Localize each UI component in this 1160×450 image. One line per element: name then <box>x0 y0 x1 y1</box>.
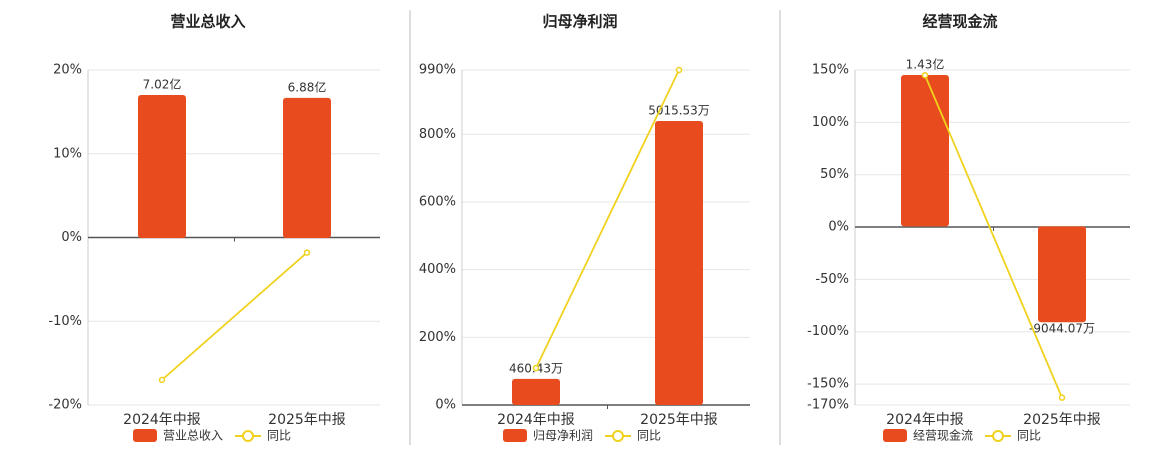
y-tick-label: 0% <box>61 230 82 245</box>
legend-marker <box>992 430 1004 442</box>
legend-label: 同比 <box>1017 429 1041 443</box>
legend-swatch <box>883 429 907 442</box>
value-label: 5015.53万 <box>648 103 710 117</box>
bar <box>901 74 949 227</box>
legend-swatch <box>503 429 527 442</box>
legend-label: 经营现金流 <box>913 428 973 443</box>
bar <box>138 95 186 239</box>
line-point <box>675 66 683 74</box>
y-tick-label: -150% <box>807 377 849 392</box>
line-point <box>1058 394 1066 401</box>
legend-marker <box>242 430 254 442</box>
bar <box>512 378 560 405</box>
line <box>535 69 680 369</box>
legend-label: 归母净利润 <box>533 429 593 443</box>
y-tick-label: 20% <box>53 63 82 78</box>
line-point <box>303 249 311 256</box>
legend-label: 营业总收入 <box>163 429 223 443</box>
x-tick-label: 2024年中报 <box>497 412 575 428</box>
value-label: 6.88亿 <box>288 79 327 94</box>
legend-marker <box>612 430 624 442</box>
y-tick-label: -10% <box>48 314 82 329</box>
line-point <box>921 71 929 79</box>
x-tick-label: 2024年中报 <box>123 412 201 428</box>
value-label: 1.43亿 <box>906 56 945 71</box>
value-label: -9044.07万 <box>1029 322 1095 336</box>
y-tick-label: 150% <box>812 63 849 78</box>
y-tick-label: 10% <box>53 146 82 161</box>
y-tick-label: -20% <box>48 398 82 413</box>
chart-title: 归母净利润 <box>542 13 617 31</box>
legend-label: 同比 <box>267 429 291 443</box>
y-tick-label: -100% <box>807 324 849 339</box>
bar <box>655 120 703 405</box>
line <box>161 251 308 381</box>
y-tick-label: -170% <box>807 398 849 413</box>
y-tick-label: 0% <box>828 220 849 235</box>
y-tick-label: 200% <box>419 330 456 345</box>
y-tick-label: 600% <box>419 194 456 209</box>
x-tick-label: 2024年中报 <box>886 412 964 428</box>
y-tick-label: 990% <box>419 63 456 78</box>
chart-title: 经营现金流 <box>922 13 997 31</box>
y-tick-label: -50% <box>815 272 849 287</box>
line-point <box>532 364 540 372</box>
bar <box>283 97 331 239</box>
y-tick-label: 50% <box>820 167 849 182</box>
y-tick-label: 800% <box>419 127 456 142</box>
y-tick-label: 400% <box>419 262 456 277</box>
value-label: 7.02亿 <box>143 77 182 92</box>
x-tick-label: 2025年中报 <box>1023 412 1101 428</box>
line-point <box>158 376 166 384</box>
legend-swatch <box>133 429 157 442</box>
line <box>924 74 1063 399</box>
y-tick-label: 0% <box>435 398 456 413</box>
y-tick-label: 100% <box>812 115 849 130</box>
x-tick-label: 2025年中报 <box>640 412 718 428</box>
legend-label: 同比 <box>637 429 661 443</box>
bar <box>1038 226 1086 323</box>
chart-title: 营业总收入 <box>170 13 245 31</box>
x-tick-label: 2025年中报 <box>268 412 346 428</box>
